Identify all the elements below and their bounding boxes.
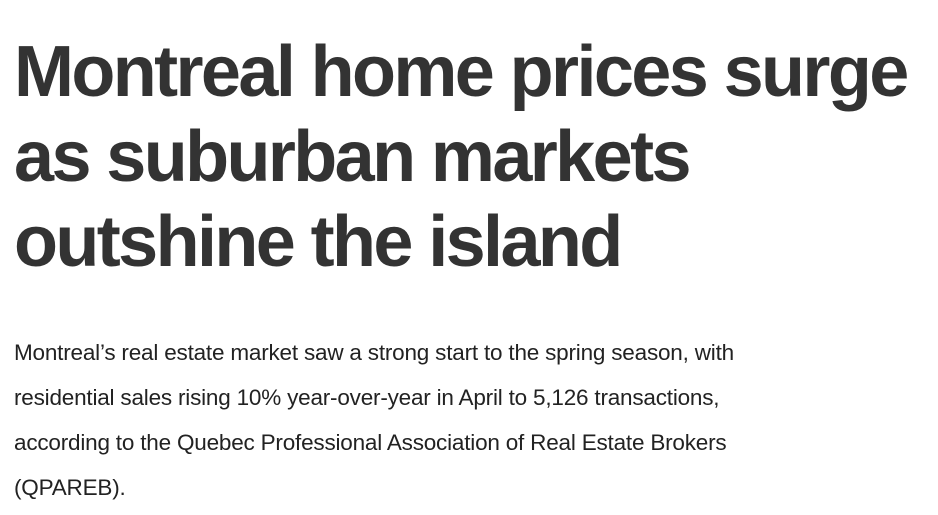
headline-line: Montreal home prices surge (14, 32, 909, 112)
paragraph-line: (QPAREB). (14, 475, 126, 500)
paragraph-line: according to the Quebec Professional Ass… (14, 430, 727, 455)
headline-line: as suburban markets (14, 117, 691, 197)
article-lead-paragraph: Montreal’s real estate market saw a stro… (14, 330, 734, 510)
paragraph-line: Montreal’s real estate market saw a stro… (14, 340, 734, 365)
paragraph-line: residential sales rising 10% year-over-y… (14, 385, 720, 410)
article-headline: Montreal home prices surge as suburban m… (14, 30, 909, 285)
headline-line: outshine the island (14, 202, 623, 282)
